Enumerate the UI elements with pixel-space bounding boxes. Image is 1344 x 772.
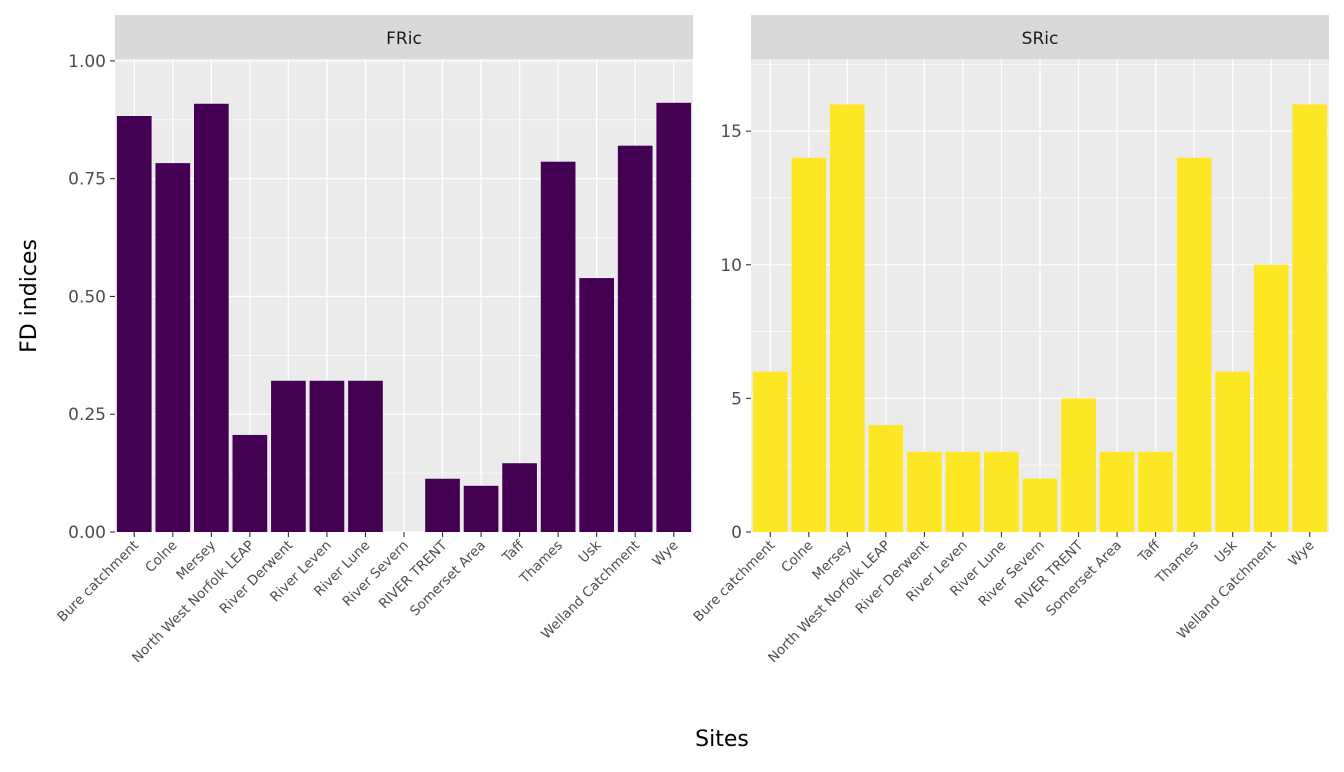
facet-strip <box>115 15 693 59</box>
facet-strip <box>751 15 1329 59</box>
bar-somerset-area <box>1099 451 1135 532</box>
x-tick-label: Taff <box>499 537 528 566</box>
bar-river-derwent <box>907 451 942 532</box>
x-tick-label: Usk <box>576 537 605 566</box>
y-tick-label: 0.50 <box>68 287 106 307</box>
bar-river-trent <box>1061 398 1096 532</box>
bar-river-leven <box>945 451 981 532</box>
facet-strip-label: FRic <box>386 29 422 49</box>
bar-bure-catchment <box>752 371 788 532</box>
bar-colne <box>155 163 191 533</box>
bar-north-west-norfolk-leap <box>232 434 268 532</box>
y-tick-label: 0.25 <box>68 405 106 425</box>
facet-strip-label: SRic <box>1022 29 1059 49</box>
y-tick-label: 5 <box>731 389 742 409</box>
y-tick-label: 0.75 <box>68 170 106 190</box>
bar-thames <box>540 161 576 532</box>
y-axis-title: FD indices <box>17 239 42 353</box>
x-axis-title: Sites <box>695 727 749 752</box>
bar-mersey <box>829 104 865 532</box>
x-tick-label: Bure catchment <box>690 538 778 626</box>
x-tick-label: Wye <box>649 538 681 570</box>
x-tick-label: Usk <box>1212 537 1241 566</box>
bar-river-trent <box>425 478 460 532</box>
bar-north-west-norfolk-leap <box>868 425 904 532</box>
bar-usk <box>1215 371 1251 532</box>
bar-river-leven <box>309 380 345 532</box>
x-tick-label: Wye <box>1285 538 1317 570</box>
y-tick-label: 15 <box>720 122 742 142</box>
y-tick-label: 1.00 <box>68 52 106 72</box>
bar-welland-catchment <box>1253 264 1289 532</box>
bar-usk <box>579 278 615 532</box>
x-tick-label: Bure catchment <box>54 538 142 626</box>
y-tick-label: 10 <box>720 256 742 276</box>
bar-mersey <box>193 103 229 532</box>
bar-river-lune <box>984 451 1019 532</box>
bar-river-derwent <box>271 380 306 532</box>
bar-river-severn <box>1022 478 1058 532</box>
bar-wye <box>656 102 692 532</box>
x-tick-label: Taff <box>1135 537 1164 566</box>
bar-taff <box>502 463 537 532</box>
y-tick-label: 0.00 <box>68 523 106 543</box>
bar-wye <box>1292 104 1328 532</box>
y-tick-label: 0 <box>731 523 742 543</box>
bar-welland-catchment <box>617 145 653 533</box>
bar-thames <box>1176 157 1212 532</box>
bar-taff <box>1138 451 1173 532</box>
bar-bure-catchment <box>116 116 152 533</box>
bar-river-lune <box>348 380 383 532</box>
bar-somerset-area <box>463 485 499 532</box>
bar-colne <box>791 157 827 532</box>
